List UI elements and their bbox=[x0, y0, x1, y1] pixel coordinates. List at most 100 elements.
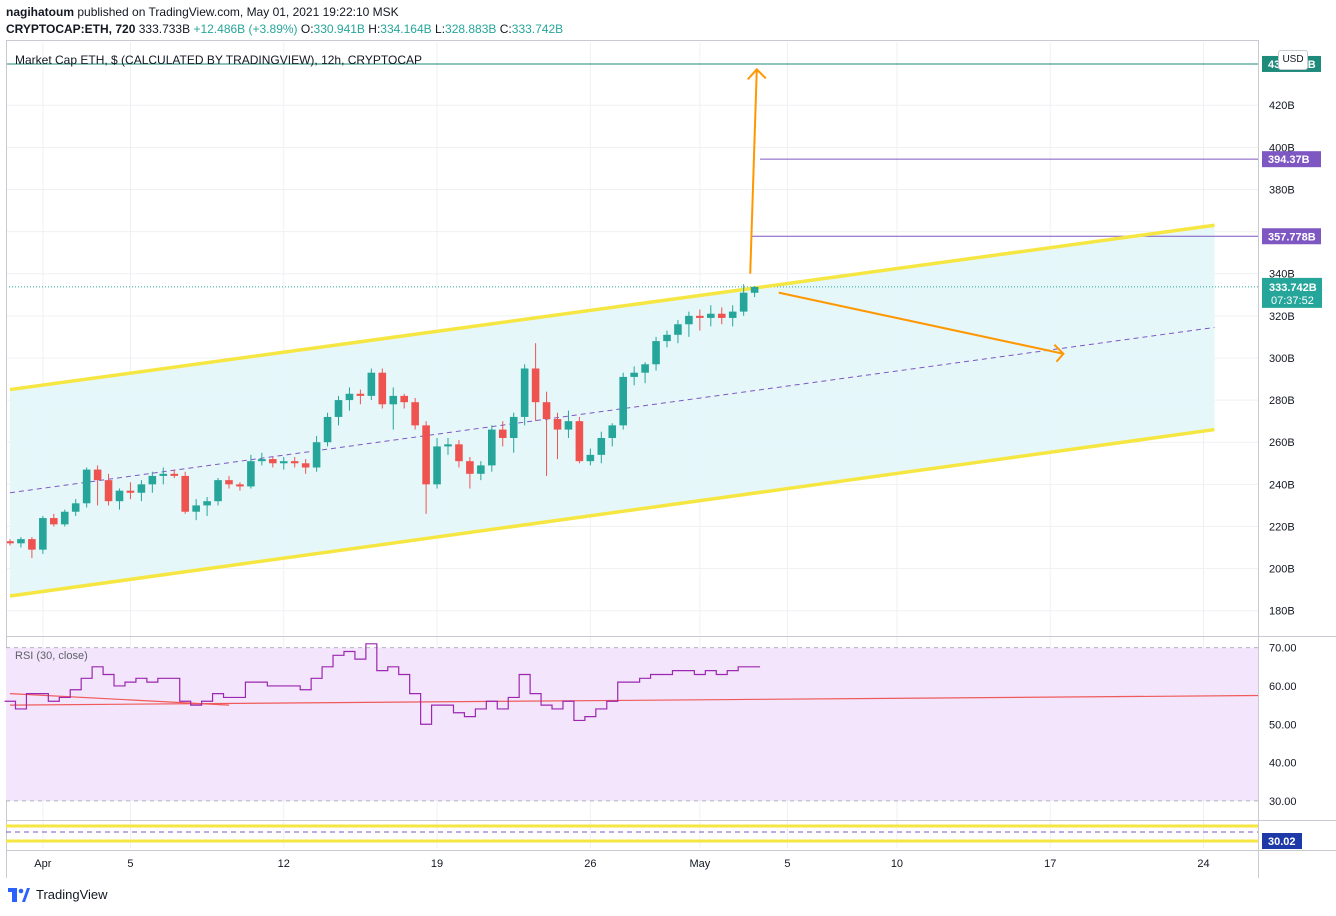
candle-body bbox=[564, 421, 573, 430]
candle bbox=[258, 452, 266, 466]
arrow-down-head bbox=[1053, 344, 1065, 363]
candle-body bbox=[619, 376, 627, 426]
candle bbox=[422, 421, 430, 514]
candle bbox=[597, 431, 606, 464]
candle bbox=[301, 459, 310, 474]
candle bbox=[509, 412, 518, 453]
candle bbox=[389, 387, 398, 430]
candle bbox=[531, 343, 540, 422]
candle bbox=[6, 539, 14, 546]
candle-body bbox=[542, 402, 551, 420]
candle bbox=[608, 423, 617, 447]
candle bbox=[674, 320, 682, 344]
candle bbox=[378, 368, 387, 409]
candle-body bbox=[707, 313, 715, 318]
candle bbox=[477, 461, 485, 481]
candle-body bbox=[312, 442, 321, 468]
open-label: O: bbox=[300, 22, 314, 36]
candle-body bbox=[674, 324, 682, 335]
candle-body bbox=[575, 421, 584, 462]
candle-body bbox=[258, 459, 266, 462]
candle bbox=[225, 475, 233, 489]
time-tick-label: 12 bbox=[278, 858, 290, 870]
candle-body bbox=[422, 425, 430, 485]
open-value: 330.941B bbox=[313, 22, 365, 36]
publish-info: nagihatoum published on TradingView.com,… bbox=[6, 5, 399, 19]
arrow-down-line bbox=[778, 291, 1064, 355]
currency-button[interactable]: USD bbox=[1278, 50, 1308, 70]
rsi-line bbox=[4, 643, 761, 725]
price-tick-label: 420B bbox=[1269, 100, 1295, 112]
channel-mid-line bbox=[9, 326, 1215, 494]
candle-body bbox=[214, 480, 222, 502]
candle-body bbox=[17, 539, 25, 544]
candle bbox=[115, 488, 124, 510]
candle bbox=[564, 410, 573, 438]
rsi-trendline-2 bbox=[9, 693, 230, 706]
rsi-tick-label: 70.00 bbox=[1269, 643, 1297, 655]
candle-body bbox=[553, 419, 562, 430]
candle-body bbox=[663, 334, 671, 342]
candle-body bbox=[6, 541, 14, 544]
candle-body bbox=[334, 400, 343, 417]
candle bbox=[159, 467, 168, 485]
candle-body bbox=[104, 480, 113, 502]
arrow-up-line bbox=[749, 69, 758, 274]
candle bbox=[312, 435, 321, 472]
candle bbox=[203, 496, 211, 516]
channel-upper-line bbox=[9, 223, 1215, 392]
price-tick-label: 320B bbox=[1269, 311, 1295, 323]
candle-body bbox=[641, 364, 649, 373]
price-tick-label: 200B bbox=[1269, 564, 1295, 576]
time-tick-label: 24 bbox=[1197, 858, 1209, 870]
candle-body bbox=[39, 518, 47, 550]
time-tick-label: 5 bbox=[127, 858, 133, 870]
tradingview-logo[interactable]: TradingView bbox=[8, 887, 108, 902]
level-tag-394-bg bbox=[1262, 151, 1321, 168]
candle-body bbox=[115, 490, 124, 502]
candle-body bbox=[520, 368, 529, 417]
candle bbox=[411, 397, 419, 430]
candle bbox=[641, 362, 649, 384]
candle-body bbox=[137, 484, 146, 493]
candle bbox=[126, 482, 135, 500]
candle bbox=[181, 471, 189, 514]
publisher-name: nagihatoum bbox=[6, 5, 74, 19]
rsi-band bbox=[6, 647, 1258, 801]
candle-body bbox=[181, 475, 189, 512]
last-price-text: 333.742B bbox=[1269, 282, 1317, 294]
candle bbox=[444, 438, 452, 455]
candle bbox=[750, 285, 759, 298]
channel-fill bbox=[10, 225, 1215, 596]
candle-body bbox=[159, 473, 168, 476]
candle bbox=[269, 456, 277, 468]
candle-body bbox=[323, 416, 332, 443]
candle bbox=[498, 421, 507, 447]
candle-body bbox=[509, 416, 518, 438]
candle-body bbox=[367, 372, 376, 396]
price-tick-label: 300B bbox=[1269, 353, 1295, 365]
close-label: C: bbox=[499, 22, 512, 36]
price-tick-label: 220B bbox=[1269, 521, 1295, 533]
candle-body bbox=[400, 395, 408, 403]
candle bbox=[696, 309, 704, 331]
price-tick-label: 180B bbox=[1269, 606, 1295, 618]
candle-body bbox=[498, 429, 507, 438]
candle-body bbox=[685, 315, 693, 325]
candle bbox=[323, 412, 332, 447]
candle bbox=[553, 412, 562, 460]
candle bbox=[707, 305, 715, 327]
lower-pane-tag-bg bbox=[1262, 833, 1302, 849]
last-price-tag-bg bbox=[1262, 277, 1322, 308]
candle bbox=[488, 425, 496, 472]
candle bbox=[739, 284, 748, 316]
candle-body bbox=[477, 465, 485, 474]
high-value: 334.164B bbox=[380, 22, 432, 36]
level-tag-357-text: 357.778B bbox=[1268, 231, 1316, 243]
candle bbox=[717, 307, 726, 325]
candle bbox=[400, 393, 408, 409]
low-value: 328.883B bbox=[445, 22, 497, 36]
low-label: L: bbox=[435, 22, 446, 36]
